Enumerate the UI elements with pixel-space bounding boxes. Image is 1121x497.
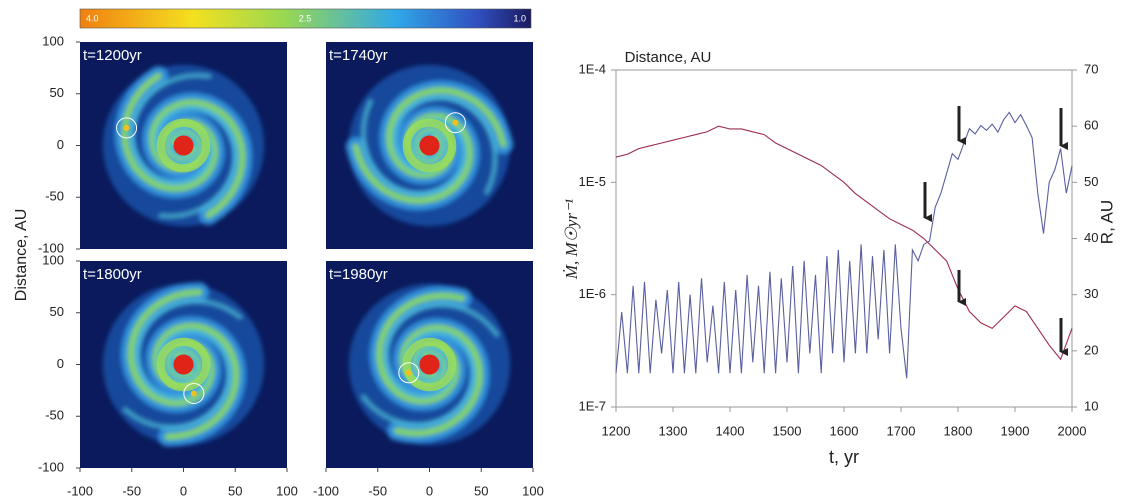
fragment: [452, 119, 459, 126]
y2-tick-label: 20: [1084, 342, 1098, 357]
inner-disk: [156, 337, 211, 392]
inner-disk: [402, 337, 457, 392]
panel-x-tick-label: -100: [67, 483, 93, 497]
central-star: [173, 354, 194, 375]
central-star: [419, 135, 440, 156]
y2-tick-label: 50: [1084, 174, 1098, 189]
inner-disk: [156, 118, 211, 173]
series-line: [615, 111, 1073, 379]
panel-x-tick-label: 50: [474, 483, 488, 497]
y2-tick-label: 30: [1084, 286, 1098, 301]
y-tick-label: 1E-5: [579, 174, 606, 189]
annotation-arrows: [923, 106, 1068, 356]
panel-y-tick-label: 50: [50, 85, 64, 100]
panel-y-tick-label: 0: [57, 137, 64, 152]
panel-y-tick-label: 100: [42, 33, 64, 48]
panel-x-tick-label: 50: [228, 483, 242, 497]
y-axis-label: Ṁ, M☉yr⁻¹: [562, 199, 581, 280]
fragment: [123, 124, 130, 131]
panel-x-tick-label: 0: [426, 483, 433, 497]
y2-tick-label: 40: [1084, 230, 1098, 245]
x-tick-label: 2000: [1058, 423, 1087, 438]
inner-disk: [402, 118, 457, 173]
colorbar-label: 4.0: [86, 13, 99, 23]
panel-y-tick-label: 100: [42, 252, 64, 267]
disk-panel: [80, 261, 287, 468]
panels-y-label: Distance, AU: [13, 209, 30, 301]
y2-tick-label: 70: [1084, 61, 1098, 76]
panel-y-tick-label: 50: [50, 304, 64, 319]
panel-x-tick-label: 100: [276, 483, 298, 497]
y2-tick-label: 60: [1084, 118, 1098, 133]
disk-panel: [80, 42, 287, 249]
x-tick-label: 1800: [944, 423, 973, 438]
central-star: [419, 354, 440, 375]
fragment-marker: [398, 362, 420, 384]
x-tick-label: 1900: [1001, 423, 1030, 438]
y-tick-label: 1E-4: [579, 61, 606, 76]
x-tick-label: 1600: [830, 423, 859, 438]
fragment: [190, 390, 197, 397]
fragment-marker: [444, 112, 466, 134]
panel-label: t=1800yr: [83, 266, 142, 283]
panel-label: t=1980yr: [329, 266, 388, 283]
panel-x-tick-label: -50: [122, 483, 141, 497]
panel-y-tick-label: -50: [45, 189, 64, 204]
panel-x-tick-label: -50: [368, 483, 387, 497]
panel-label: t=1740yr: [329, 47, 388, 64]
fragment: [405, 369, 412, 376]
x-tick-label: 1200: [602, 423, 631, 438]
panel-x-tick-label: 0: [180, 483, 187, 497]
x-tick-label: 1300: [659, 423, 688, 438]
series-line: [615, 125, 1073, 361]
line-chart: Distance, AU t, yr Ṁ, M☉yr⁻¹ R, AU 1200 1…: [562, 49, 1117, 467]
y-tick-label: 1E-7: [579, 398, 606, 413]
colorbar: [79, 8, 532, 29]
x-axis-label: t, yr: [829, 447, 859, 467]
x-tick-label: 1700: [887, 423, 916, 438]
x-tick-label: 1500: [773, 423, 802, 438]
colorbar-label: 2.5: [299, 13, 312, 23]
colorbar-label: 1.0: [513, 13, 526, 23]
panel-x-tick-label: -100: [313, 483, 339, 497]
panel-y-tick-label: -100: [38, 240, 64, 255]
panel-y-tick-label: 0: [57, 356, 64, 371]
panel-y-tick-label: -100: [38, 459, 64, 474]
y2-axis-label: R, AU: [1097, 200, 1116, 244]
y-tick-label: 1E-6: [579, 286, 606, 301]
panel-x-tick-label: 100: [522, 483, 544, 497]
fragment-marker: [183, 382, 205, 404]
disk-panel: [326, 261, 533, 468]
y2-tick-label: 10: [1084, 398, 1098, 413]
chart-title: Distance, AU: [625, 49, 712, 66]
panels: t=1200yr 100 50 0 -50 -100 t=1740yr t=1800yr 100…: [38, 33, 544, 497]
panel-label: t=1200yr: [83, 47, 142, 64]
disk-panel: [326, 42, 533, 249]
fragment-marker: [116, 117, 138, 139]
central-star: [173, 135, 194, 156]
x-tick-label: 1400: [716, 423, 745, 438]
panel-y-tick-label: -50: [45, 408, 64, 423]
